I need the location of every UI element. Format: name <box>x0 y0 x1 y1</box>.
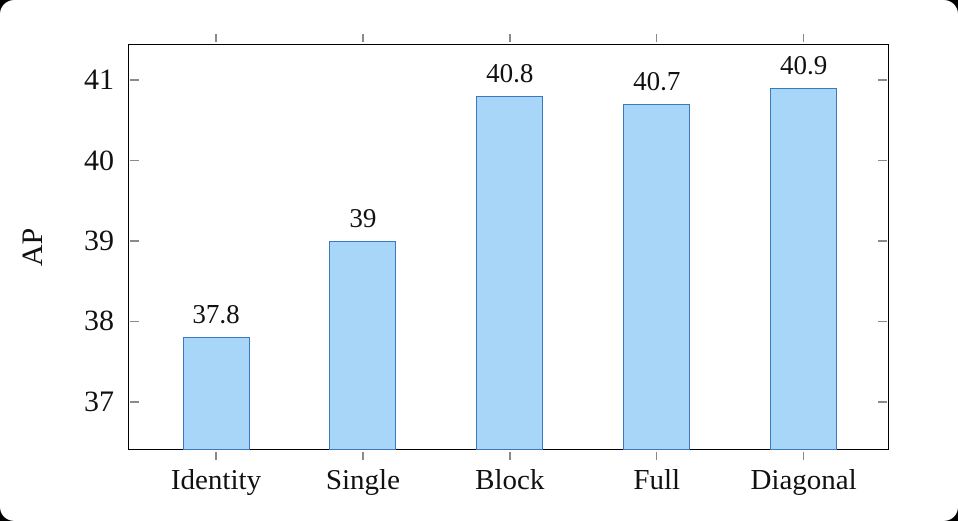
y-tick-mark <box>878 320 888 323</box>
x-tick-label: Full <box>633 464 681 496</box>
y-tick-label: 38 <box>84 304 114 338</box>
y-tick-mark <box>878 400 888 403</box>
bar <box>329 240 397 450</box>
y-tick-mark <box>129 320 139 323</box>
x-tick-mark <box>655 34 658 43</box>
y-tick-label: 37 <box>84 384 114 418</box>
x-tick-label: Block <box>475 464 545 496</box>
y-tick-label: 40 <box>84 143 114 177</box>
x-tick-mark <box>655 451 658 460</box>
x-tick-label: Identity <box>170 464 262 496</box>
x-tick-mark <box>215 451 217 460</box>
bar-value-label: 40.8 <box>486 58 534 89</box>
x-tick-mark <box>509 451 511 460</box>
bar-value-label: 40.9 <box>779 50 828 81</box>
x-tick-mark <box>215 34 217 43</box>
x-tick-mark <box>802 451 805 460</box>
x-tick-mark <box>362 451 364 460</box>
bar-value-label: 37.8 <box>192 299 240 330</box>
x-tick-mark <box>509 34 511 43</box>
bar-value-label: 40.7 <box>633 66 681 97</box>
y-tick-mark <box>129 79 139 81</box>
x-tick-label: Single <box>325 464 400 496</box>
x-tick-mark <box>362 34 364 43</box>
y-tick-mark <box>129 159 139 162</box>
y-tick-label: 41 <box>84 63 114 97</box>
x-tick-mark <box>802 34 805 43</box>
y-tick-mark <box>878 79 888 81</box>
bar <box>476 96 544 450</box>
bar <box>182 337 250 450</box>
y-tick-mark <box>878 240 888 242</box>
y-tick-mark <box>129 240 139 242</box>
bar <box>770 88 838 450</box>
x-tick-label: Diagonal <box>750 464 857 496</box>
bar <box>623 104 691 450</box>
y-tick-mark <box>129 400 139 403</box>
y-tick-label: 39 <box>84 223 114 257</box>
y-tick-mark <box>878 159 888 162</box>
bar-value-label: 39 <box>349 202 377 233</box>
